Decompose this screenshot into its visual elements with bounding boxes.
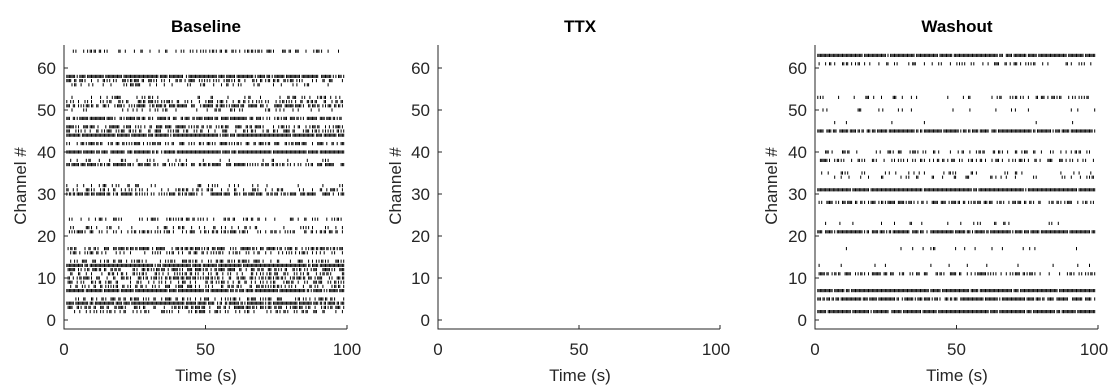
axes-ttx [437, 45, 720, 330]
y-tick-label: 0 [421, 311, 430, 330]
y-tick-label: 20 [411, 227, 430, 246]
y-axis-label-baseline: Channel # [11, 147, 30, 225]
panel-title-ttx: TTX [564, 17, 597, 36]
panel-washout: Washout 0 10 20 30 40 50 60 0 50 100 [762, 17, 1108, 385]
x-axis-label-ttx: Time (s) [549, 366, 611, 385]
panel-title-washout: Washout [921, 17, 992, 36]
panel-ttx: TTX 0 10 20 30 40 50 60 0 50 100 Tim [386, 17, 730, 385]
spikes-washout [817, 53, 1096, 314]
x-tick-label: 50 [570, 340, 589, 359]
y-tick-label: 60 [37, 59, 56, 78]
x-tick-label: 0 [59, 340, 68, 359]
panel-baseline: Baseline 0 10 20 30 40 50 60 0 50 100 [11, 17, 361, 385]
y-tick-label: 20 [37, 227, 56, 246]
y-axis-label-ttx: Channel # [386, 147, 405, 225]
x-axis-label-baseline: Time (s) [175, 366, 237, 385]
x-tick-label: 100 [702, 340, 730, 359]
y-tick-label: 50 [37, 101, 56, 120]
y-tick-label: 10 [411, 269, 430, 288]
x-tick-label: 50 [196, 340, 215, 359]
y-tick-label: 0 [47, 311, 56, 330]
y-tick-label: 10 [37, 269, 56, 288]
x-ticks-baseline: 0 50 100 [59, 325, 361, 359]
x-tick-label: 100 [333, 340, 361, 359]
x-tick-label: 0 [433, 340, 442, 359]
y-ticks-ttx: 0 10 20 30 40 50 60 [411, 59, 442, 330]
spikes-baseline [66, 49, 345, 314]
y-tick-label: 60 [411, 59, 430, 78]
y-tick-label: 40 [37, 143, 56, 162]
y-tick-label: 30 [37, 185, 56, 204]
panel-title-baseline: Baseline [171, 17, 241, 36]
y-tick-label: 30 [411, 185, 430, 204]
y-tick-label: 40 [411, 143, 430, 162]
y-ticks-baseline: 0 10 20 30 40 50 60 [37, 59, 68, 330]
y-tick-label: 50 [411, 101, 430, 120]
x-ticks-ttx: 0 50 100 [433, 325, 730, 359]
